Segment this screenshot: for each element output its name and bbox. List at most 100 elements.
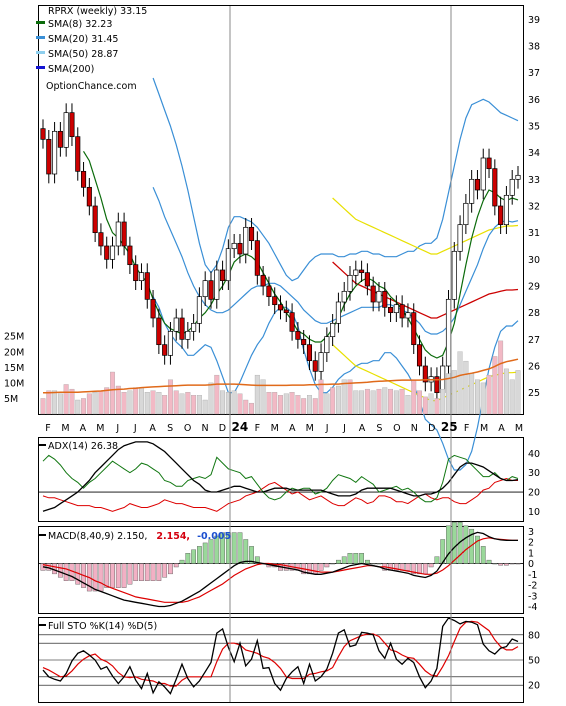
- volume-bar: [260, 379, 266, 415]
- macd-histogram-bar: [405, 563, 411, 571]
- macd-histogram-bar: [480, 546, 486, 564]
- candle-up: [214, 269, 220, 300]
- candle-up: [457, 224, 463, 252]
- macd-panel-frame: [38, 526, 524, 614]
- candle-down: [121, 221, 127, 247]
- volume-bar: [480, 382, 486, 415]
- macd-histogram-bar: [254, 556, 260, 564]
- candle-up: [191, 322, 197, 332]
- candle-down: [266, 285, 272, 298]
- candle-down: [248, 226, 255, 242]
- volume-bar: [86, 393, 92, 415]
- x-axis-label-top: J: [133, 423, 137, 434]
- candle-down: [434, 376, 440, 394]
- stochastic-tick-label: 50: [528, 656, 540, 667]
- x-axis-label-top: M: [271, 423, 279, 434]
- x-axis-label-top: 24: [232, 420, 249, 434]
- volume-bar: [121, 392, 127, 415]
- candle-up: [167, 330, 173, 356]
- legend-swatch: [39, 624, 46, 626]
- volume-bar: [173, 390, 179, 415]
- candle-down: [388, 306, 394, 314]
- volume-bar: [509, 379, 515, 415]
- x-axis-label-top: 25: [441, 420, 458, 434]
- x-axis-label-top: M: [96, 423, 104, 434]
- volume-bar: [475, 379, 480, 415]
- adx-tick-label: 20: [528, 488, 540, 499]
- candle-up: [480, 157, 486, 191]
- volume-bar: [446, 373, 451, 415]
- candle-down: [411, 312, 417, 346]
- macd-histogram-bar: [515, 563, 521, 565]
- macd-histogram-bar: [57, 563, 63, 578]
- macd-histogram-bar: [376, 563, 382, 565]
- macd-histogram-bar: [359, 553, 364, 564]
- x-axis: F M A M J J A S O N D 24 F M A M J J A S O N D 25 F M A M: [45, 6, 523, 702]
- volume-bar: [167, 379, 173, 415]
- price-tick-label: 34: [528, 148, 540, 159]
- legend-item-sma8: SMA(8) 32.23: [36, 19, 112, 30]
- volume-bar: [295, 395, 301, 415]
- macd-histogram-bar: [307, 563, 312, 575]
- candle-up: [515, 174, 521, 180]
- candle-down: [382, 290, 388, 308]
- x-axis-label-top: M: [61, 423, 69, 434]
- candle-down: [399, 304, 405, 319]
- candle-up: [347, 274, 353, 292]
- x-axis-label-top: A: [359, 423, 366, 434]
- macd-signal-line: [42, 537, 519, 603]
- legend-label: SMA(200): [48, 64, 94, 75]
- candle-down: [150, 298, 156, 319]
- volume-bar: [451, 370, 457, 415]
- candle-up: [138, 272, 145, 282]
- adx-tick-label: 10: [528, 507, 540, 518]
- x-axis-label-top: S: [167, 423, 173, 434]
- legend-label: SMA(50) 28.87: [48, 49, 118, 60]
- x-axis-label-top: A: [498, 423, 505, 434]
- macd-histogram-bar: [150, 563, 156, 581]
- candle-down: [104, 245, 110, 260]
- candle-up: [231, 242, 237, 250]
- volume-bar: [185, 392, 191, 415]
- x-axis-label-top: S: [376, 423, 382, 434]
- candle-up: [393, 304, 399, 314]
- volume-bar: [399, 388, 405, 415]
- macd-histogram-bar: [336, 559, 341, 564]
- volume-bar: [191, 395, 197, 415]
- adx-legend: ADX(14) 26.38: [39, 441, 118, 452]
- candle-down: [272, 296, 278, 306]
- envelope-upper-line: [332, 197, 519, 255]
- volume-bar: [382, 387, 388, 415]
- stochastic-panel: 80 50 20: [38, 617, 540, 695]
- legend-swatch: [39, 534, 46, 536]
- volume-bar: [364, 388, 370, 415]
- macd-line: [42, 531, 518, 608]
- macd-histogram-bar: [498, 563, 504, 566]
- price-tick-label: 37: [528, 68, 540, 79]
- volume-bar: [278, 395, 283, 415]
- candle-down: [75, 136, 81, 172]
- macd-histogram-bar: [434, 556, 440, 564]
- volume-bar: [52, 390, 58, 415]
- volume-bar: [196, 395, 202, 415]
- candle-up: [463, 202, 469, 226]
- candle-down: [498, 205, 504, 226]
- candle-up: [115, 221, 121, 247]
- volume-bar: [179, 393, 185, 415]
- macd-histogram-bar: [231, 532, 237, 564]
- x-axis-label-top: M: [480, 423, 488, 434]
- candle-down: [46, 138, 52, 175]
- macd-histogram-bar: [417, 563, 422, 575]
- price-tick-label: 30: [528, 255, 540, 266]
- volume-bar: [237, 393, 243, 415]
- x-axis-label-top: O: [393, 423, 400, 434]
- macd-tick-label: 1: [528, 548, 534, 559]
- price-panel-frame: [38, 5, 524, 415]
- candle-down: [40, 128, 46, 140]
- candle-up: [173, 317, 179, 332]
- legend-item-sma200: SMA(200): [36, 64, 94, 75]
- macd-signal-value: 2.154,: [156, 531, 190, 542]
- volume-bar: [388, 388, 394, 415]
- x-axis-label-top: A: [289, 423, 296, 434]
